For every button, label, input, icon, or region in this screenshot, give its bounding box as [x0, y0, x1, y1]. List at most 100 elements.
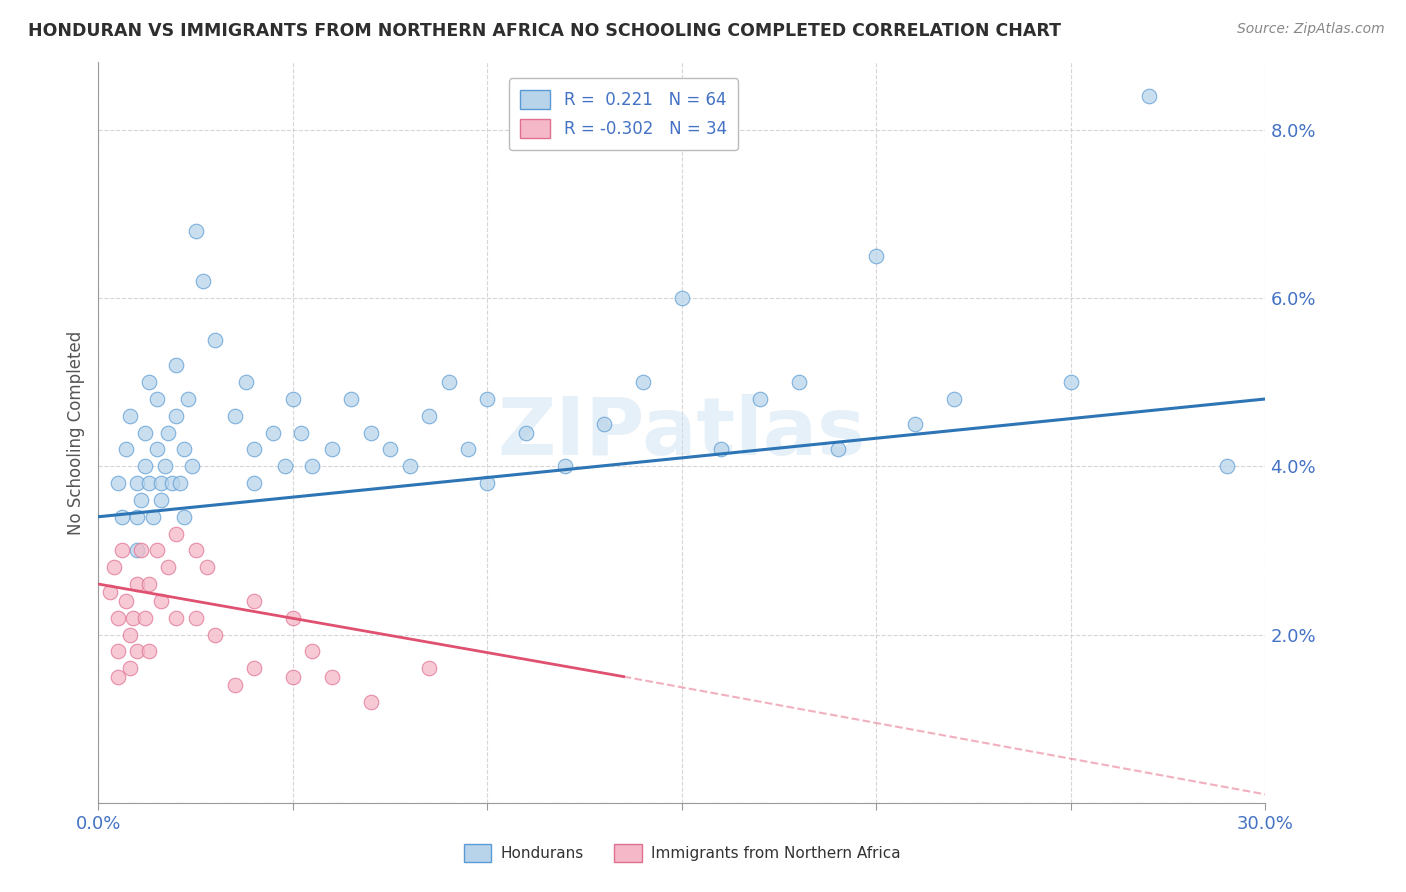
Point [943, 392, 966, 406]
Point [554, 459, 576, 474]
Point [129, 543, 152, 558]
Point [107, 644, 129, 658]
Point [827, 442, 849, 457]
Point [127, 644, 149, 658]
Point [107, 476, 129, 491]
Point [290, 425, 312, 440]
Point [301, 459, 323, 474]
Point [787, 375, 810, 389]
Point [418, 661, 440, 675]
Point [146, 442, 169, 457]
Point [165, 526, 187, 541]
Point [138, 577, 160, 591]
Point [281, 670, 304, 684]
Point [204, 333, 226, 347]
Legend: Hondurans, Immigrants from Northern Africa: Hondurans, Immigrants from Northern Afri… [456, 837, 908, 869]
Point [281, 392, 304, 406]
Point [138, 476, 160, 491]
Text: HONDURAN VS IMMIGRANTS FROM NORTHERN AFRICA NO SCHOOLING COMPLETED CORRELATION C: HONDURAN VS IMMIGRANTS FROM NORTHERN AFR… [28, 22, 1062, 40]
Point [173, 509, 195, 524]
Point [281, 610, 304, 624]
Point [184, 543, 207, 558]
Point [146, 392, 169, 406]
Point [138, 375, 160, 389]
Point [118, 627, 141, 641]
Point [224, 409, 246, 423]
Point [360, 695, 382, 709]
Point [142, 509, 165, 524]
Point [865, 249, 887, 263]
Point [138, 644, 160, 658]
Point [114, 442, 136, 457]
Point [748, 392, 770, 406]
Point [149, 594, 172, 608]
Point [184, 224, 207, 238]
Point [114, 594, 136, 608]
Point [274, 459, 297, 474]
Point [134, 610, 156, 624]
Point [122, 610, 145, 624]
Point [631, 375, 654, 389]
Point [111, 543, 134, 558]
Point [165, 409, 187, 423]
Point [127, 543, 149, 558]
Point [243, 476, 266, 491]
Point [340, 392, 363, 406]
Point [593, 417, 616, 432]
Point [224, 678, 246, 692]
Point [477, 392, 499, 406]
Point [195, 560, 218, 574]
Point [157, 425, 180, 440]
Point [162, 476, 184, 491]
Point [418, 409, 440, 423]
Text: Source: ZipAtlas.com: Source: ZipAtlas.com [1237, 22, 1385, 37]
Point [111, 509, 134, 524]
Point [1060, 375, 1083, 389]
Point [904, 417, 927, 432]
Point [177, 392, 200, 406]
Point [149, 492, 172, 507]
Point [477, 476, 499, 491]
Point [153, 459, 176, 474]
Point [193, 274, 215, 288]
Point [360, 425, 382, 440]
Y-axis label: No Schooling Completed: No Schooling Completed [66, 331, 84, 534]
Point [98, 585, 121, 599]
Point [1215, 459, 1237, 474]
Point [321, 442, 343, 457]
Point [398, 459, 420, 474]
Point [127, 577, 149, 591]
Point [165, 359, 187, 373]
Point [262, 425, 284, 440]
Point [235, 375, 257, 389]
Point [169, 476, 191, 491]
Point [710, 442, 733, 457]
Point [1137, 89, 1160, 103]
Point [118, 409, 141, 423]
Point [107, 610, 129, 624]
Point [243, 661, 266, 675]
Point [129, 492, 152, 507]
Point [134, 459, 156, 474]
Point [127, 476, 149, 491]
Point [146, 543, 169, 558]
Point [184, 610, 207, 624]
Point [118, 661, 141, 675]
Point [321, 670, 343, 684]
Point [107, 670, 129, 684]
Point [157, 560, 180, 574]
Point [103, 560, 125, 574]
Point [204, 627, 226, 641]
Point [149, 476, 172, 491]
Text: ZIPatlas: ZIPatlas [498, 393, 866, 472]
Point [515, 425, 537, 440]
Point [301, 644, 323, 658]
Point [671, 291, 693, 305]
Point [243, 594, 266, 608]
Point [127, 509, 149, 524]
Point [180, 459, 202, 474]
Point [437, 375, 460, 389]
Point [173, 442, 195, 457]
Point [243, 442, 266, 457]
Point [457, 442, 479, 457]
